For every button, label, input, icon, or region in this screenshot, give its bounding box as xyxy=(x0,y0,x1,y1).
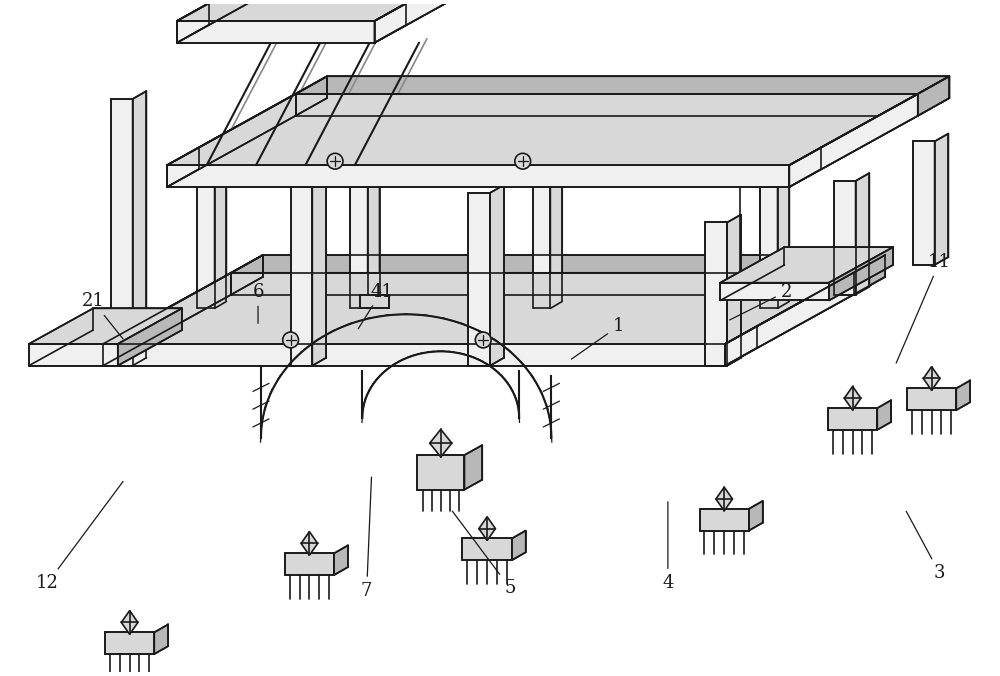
Polygon shape xyxy=(301,531,318,555)
Polygon shape xyxy=(215,180,226,308)
Polygon shape xyxy=(913,141,935,265)
Polygon shape xyxy=(231,255,885,273)
Polygon shape xyxy=(111,99,133,366)
Polygon shape xyxy=(177,0,305,43)
Polygon shape xyxy=(167,165,789,187)
Polygon shape xyxy=(167,94,296,187)
Polygon shape xyxy=(725,273,854,366)
Circle shape xyxy=(515,153,531,169)
Polygon shape xyxy=(118,308,182,366)
Polygon shape xyxy=(154,625,168,654)
Text: 5: 5 xyxy=(452,511,516,597)
Polygon shape xyxy=(103,273,854,344)
Polygon shape xyxy=(828,408,877,430)
Text: 11: 11 xyxy=(896,253,951,363)
Text: 3: 3 xyxy=(906,511,945,582)
Polygon shape xyxy=(705,222,727,366)
Polygon shape xyxy=(725,255,885,344)
Polygon shape xyxy=(296,94,918,116)
Polygon shape xyxy=(334,546,348,575)
Text: 1: 1 xyxy=(571,317,624,359)
Text: 12: 12 xyxy=(36,481,123,592)
Polygon shape xyxy=(834,181,856,295)
Polygon shape xyxy=(490,185,504,366)
Polygon shape xyxy=(291,178,312,366)
Polygon shape xyxy=(789,94,918,187)
Polygon shape xyxy=(749,501,763,531)
Polygon shape xyxy=(789,94,918,187)
Polygon shape xyxy=(103,255,263,344)
Polygon shape xyxy=(231,255,263,295)
Polygon shape xyxy=(789,76,949,165)
Polygon shape xyxy=(550,180,562,308)
Polygon shape xyxy=(468,193,490,366)
Polygon shape xyxy=(854,255,885,295)
Polygon shape xyxy=(760,187,778,308)
Polygon shape xyxy=(29,344,118,366)
Polygon shape xyxy=(854,255,885,295)
Polygon shape xyxy=(725,273,854,366)
Polygon shape xyxy=(103,273,231,366)
Polygon shape xyxy=(778,180,789,308)
Polygon shape xyxy=(844,387,861,410)
Polygon shape xyxy=(417,455,464,489)
Polygon shape xyxy=(312,170,326,366)
Polygon shape xyxy=(231,273,854,295)
Polygon shape xyxy=(121,610,138,634)
Polygon shape xyxy=(105,632,154,654)
Polygon shape xyxy=(177,0,503,21)
Polygon shape xyxy=(512,531,526,560)
Circle shape xyxy=(283,332,299,348)
Polygon shape xyxy=(856,173,869,295)
Polygon shape xyxy=(464,445,482,489)
Polygon shape xyxy=(700,509,749,531)
Polygon shape xyxy=(727,214,741,366)
Text: 41: 41 xyxy=(358,283,393,329)
Polygon shape xyxy=(533,187,550,308)
Text: 6: 6 xyxy=(252,283,264,323)
Polygon shape xyxy=(197,187,215,308)
Polygon shape xyxy=(296,76,327,116)
Polygon shape xyxy=(907,389,956,410)
Text: 4: 4 xyxy=(662,502,674,592)
Text: 2: 2 xyxy=(730,283,792,320)
Polygon shape xyxy=(103,344,725,366)
Polygon shape xyxy=(29,308,182,344)
Polygon shape xyxy=(720,247,893,283)
Polygon shape xyxy=(368,180,380,308)
Polygon shape xyxy=(923,366,940,390)
Polygon shape xyxy=(296,76,949,94)
Polygon shape xyxy=(285,554,334,575)
Circle shape xyxy=(475,332,491,348)
Polygon shape xyxy=(360,295,389,308)
Polygon shape xyxy=(462,539,512,560)
Polygon shape xyxy=(829,247,893,300)
Polygon shape xyxy=(177,21,375,43)
Polygon shape xyxy=(375,0,503,43)
Polygon shape xyxy=(918,76,949,116)
Polygon shape xyxy=(375,0,503,43)
Polygon shape xyxy=(430,429,452,457)
Circle shape xyxy=(327,153,343,169)
Polygon shape xyxy=(918,76,949,116)
Polygon shape xyxy=(716,487,732,511)
Polygon shape xyxy=(133,91,146,366)
Polygon shape xyxy=(479,516,495,541)
Polygon shape xyxy=(177,0,337,21)
Polygon shape xyxy=(720,283,829,300)
Text: 7: 7 xyxy=(361,477,372,600)
Polygon shape xyxy=(167,76,327,165)
Polygon shape xyxy=(877,400,891,430)
Text: 21: 21 xyxy=(82,293,123,339)
Polygon shape xyxy=(167,94,918,165)
Polygon shape xyxy=(935,134,948,265)
Polygon shape xyxy=(956,381,970,410)
Polygon shape xyxy=(375,0,535,21)
Polygon shape xyxy=(350,187,368,308)
